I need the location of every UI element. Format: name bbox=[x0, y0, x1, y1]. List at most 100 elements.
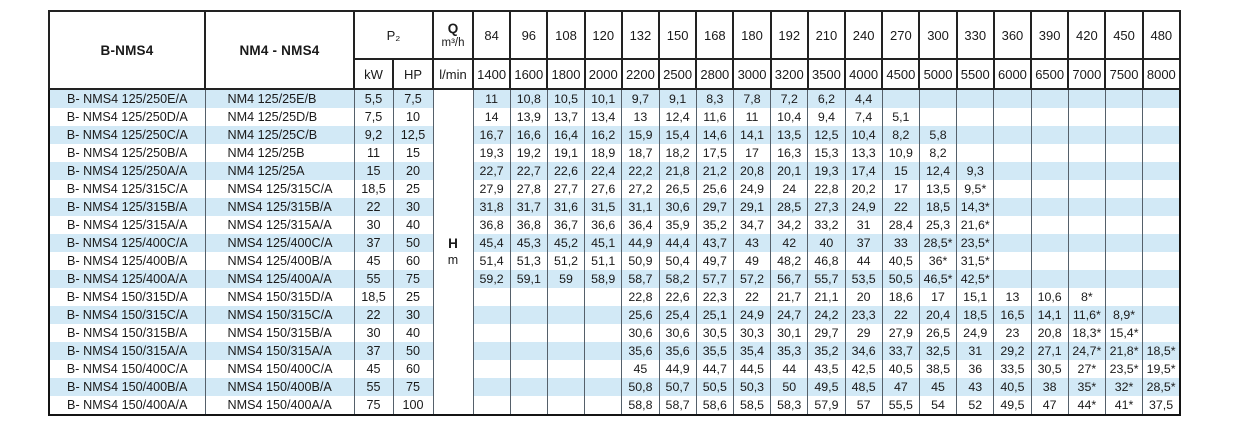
power-kw-cell: 37 bbox=[353, 342, 394, 360]
head-value-cell: 17,5 bbox=[695, 144, 734, 162]
head-value-cell: 46,5* bbox=[918, 270, 958, 288]
header-nm4-nms4: NM4 - NMS4 bbox=[204, 10, 355, 90]
head-value-cell: 20,4 bbox=[918, 306, 958, 324]
head-value-cell: 30,6 bbox=[658, 198, 697, 216]
head-value-cell bbox=[1142, 216, 1181, 234]
head-value-cell bbox=[1030, 89, 1069, 108]
head-value-cell bbox=[472, 378, 511, 396]
model-b-cell: B- NMS4 125/315B/A bbox=[48, 198, 206, 216]
head-value-cell: 23,3 bbox=[844, 306, 883, 324]
header-flow-m3h: 240 bbox=[844, 10, 884, 60]
head-value-cell: 42 bbox=[770, 234, 809, 252]
head-value-cell: 7,4 bbox=[844, 108, 883, 126]
head-value-cell: 41* bbox=[1104, 396, 1144, 415]
head-value-cell: 35* bbox=[1067, 378, 1106, 396]
head-value-cell: 29,7 bbox=[695, 198, 734, 216]
head-value-cell: 19,2 bbox=[509, 144, 548, 162]
head-value-cell: 55,5 bbox=[881, 396, 920, 415]
head-value-cell: 21,8 bbox=[658, 162, 697, 180]
head-value-cell: 23 bbox=[993, 324, 1032, 342]
head-value-cell: 27,8 bbox=[509, 180, 548, 198]
header-flow-m3h: 450 bbox=[1104, 10, 1144, 60]
head-value-cell: 6,2 bbox=[807, 89, 846, 108]
table-row: B- NMS4 150/400B/A NMS4 150/400B/A 55 75 50,… bbox=[48, 378, 1181, 396]
head-value-cell bbox=[993, 216, 1032, 234]
head-value-cell: 36,8 bbox=[472, 216, 511, 234]
model-b-cell: B- NMS4 150/315C/A bbox=[48, 306, 206, 324]
head-value-cell: 44,5 bbox=[732, 360, 772, 378]
head-value-cell: 7,2 bbox=[770, 89, 809, 108]
head-value-cell: 5,8 bbox=[918, 126, 958, 144]
head-value-cell: 11 bbox=[732, 108, 772, 126]
header-flow-m3h: 360 bbox=[992, 10, 1033, 60]
head-value-cell: 33 bbox=[881, 234, 920, 252]
header-row-1: B-NMS4 NM4 - NMS4 P₂ Q m³/h 84 96 108 120 13… bbox=[48, 10, 1182, 90]
head-value-cell bbox=[584, 324, 623, 342]
head-value-cell: 45 bbox=[621, 360, 660, 378]
head-value-cell: 14,1 bbox=[1030, 306, 1069, 324]
model-b-cell: B- NMS4 125/250C/A bbox=[48, 126, 206, 144]
head-value-cell bbox=[956, 144, 995, 162]
header-flow-m3h: 420 bbox=[1067, 10, 1107, 60]
header-flow-m3h: 210 bbox=[806, 10, 847, 60]
head-value-cell: 30,1 bbox=[770, 324, 809, 342]
header-p2: P₂ bbox=[353, 10, 434, 60]
head-value-cell: 28,5 bbox=[770, 198, 809, 216]
head-value-cell: 21,8* bbox=[1104, 342, 1144, 360]
head-value-cell: 29,2 bbox=[993, 342, 1032, 360]
head-value-cell bbox=[993, 108, 1032, 126]
head-value-cell: 24,2 bbox=[807, 306, 846, 324]
head-value-cell: 15,3 bbox=[807, 144, 846, 162]
head-value-cell: 29,7 bbox=[807, 324, 846, 342]
head-value-cell: 19,3 bbox=[807, 162, 846, 180]
head-value-cell bbox=[509, 306, 548, 324]
head-value-cell: 48,5 bbox=[844, 378, 883, 396]
header-flow-lmin: 7000 bbox=[1067, 58, 1107, 90]
power-kw-cell: 37 bbox=[353, 234, 394, 252]
head-value-cell: 27,9 bbox=[472, 180, 511, 198]
head-value-cell bbox=[1142, 198, 1181, 216]
power-kw-cell: 22 bbox=[353, 198, 394, 216]
table-row: B- NMS4 150/315D/A NMS4 150/315D/A 18,5 25 2… bbox=[48, 288, 1181, 306]
head-value-cell: 33,7 bbox=[881, 342, 920, 360]
head-value-cell: 42,5* bbox=[956, 270, 995, 288]
model-b-cell: B- NMS4 125/400B/A bbox=[48, 252, 206, 270]
head-value-cell: 40,5 bbox=[881, 360, 920, 378]
head-value-cell: 35,6 bbox=[621, 342, 660, 360]
head-value-cell bbox=[1067, 234, 1106, 252]
model-b-cell: B- NMS4 150/400A/A bbox=[48, 396, 206, 415]
head-value-cell: 12,4 bbox=[658, 108, 697, 126]
head-value-cell bbox=[546, 378, 586, 396]
head-value-cell: 22,8 bbox=[621, 288, 660, 306]
header-flow-lmin: 3500 bbox=[806, 58, 847, 90]
head-value-cell bbox=[546, 342, 586, 360]
head-value-cell bbox=[993, 144, 1032, 162]
header-flow-lmin: 2000 bbox=[583, 58, 623, 90]
head-value-cell bbox=[1067, 252, 1106, 270]
head-value-cell bbox=[546, 288, 586, 306]
head-value-cell bbox=[1067, 216, 1106, 234]
power-hp-cell: 30 bbox=[392, 306, 434, 324]
head-value-cell bbox=[584, 378, 623, 396]
model-b-cell: B- NMS4 150/400C/A bbox=[48, 360, 206, 378]
model-n-cell: NMS4 125/315B/A bbox=[204, 198, 355, 216]
table-row: B- NMS4 125/315C/A NMS4 125/315C/A 18,5 25 2… bbox=[48, 180, 1181, 198]
head-value-cell: 13 bbox=[993, 288, 1032, 306]
head-value-cell: 30,5 bbox=[695, 324, 734, 342]
model-n-cell: NMS4 150/400C/A bbox=[204, 360, 355, 378]
head-value-cell: 19,3 bbox=[472, 144, 511, 162]
table-header: B-NMS4 NM4 - NMS4 P₂ Q m³/h 84 96 108 120 13… bbox=[48, 10, 1182, 90]
head-value-cell: 10,4 bbox=[844, 126, 883, 144]
power-kw-cell: 7,5 bbox=[353, 108, 394, 126]
head-value-cell: 32* bbox=[1104, 378, 1144, 396]
head-symbol: H bbox=[448, 236, 458, 252]
pump-performance-table: B-NMS4 NM4 - NMS4 P₂ Q m³/h 84 96 108 120 13… bbox=[48, 10, 1182, 416]
header-flow-lmin: 2500 bbox=[658, 58, 698, 90]
head-value-cell: 43,5 bbox=[807, 360, 846, 378]
head-value-cell: 58,6 bbox=[695, 396, 734, 415]
head-value-cell: 50,5 bbox=[695, 378, 734, 396]
head-value-cell: 11,6* bbox=[1067, 306, 1106, 324]
head-value-cell: 19,1 bbox=[546, 144, 586, 162]
head-value-cell: 10,6 bbox=[1030, 288, 1069, 306]
